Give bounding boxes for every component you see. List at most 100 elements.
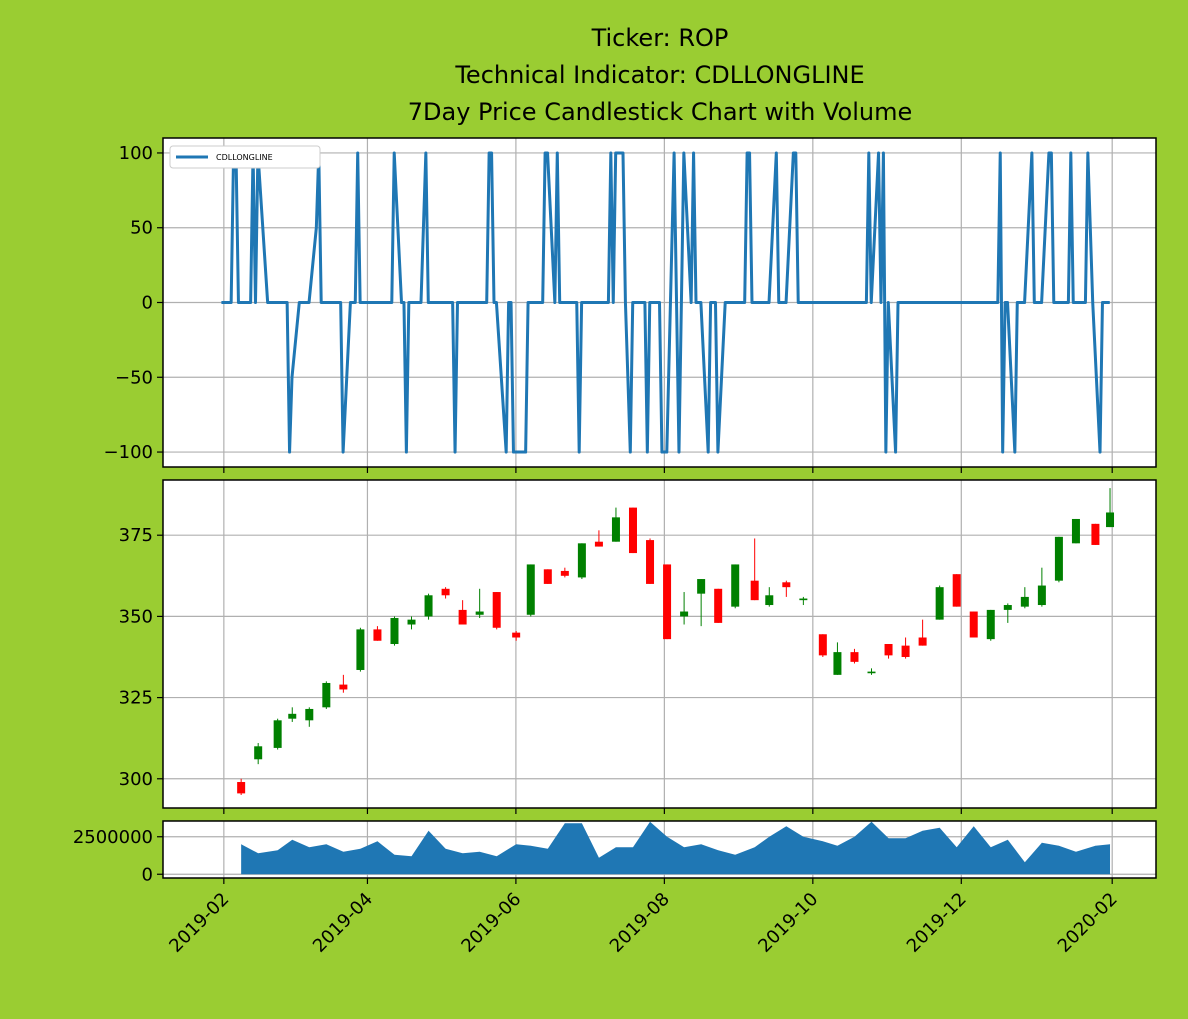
- candle-body: [237, 782, 246, 794]
- price-frame: [162, 479, 1157, 809]
- candle-down: [543, 569, 552, 584]
- candle-down: [560, 567, 569, 578]
- indicator-ytick-label: −100: [104, 442, 153, 463]
- price-plot-area: [163, 480, 1156, 808]
- candle-body: [543, 569, 552, 584]
- candle-up: [833, 642, 842, 675]
- candle-body: [646, 540, 655, 584]
- candle-body: [663, 564, 672, 640]
- candle-up: [305, 707, 314, 727]
- indicator-panel: 100 50 0 −50 −100 CDLLONGLINE: [104, 137, 1157, 473]
- candle-body: [884, 644, 893, 656]
- candle-up: [1020, 587, 1029, 609]
- candle-body: [356, 629, 365, 670]
- candle-body: [475, 611, 484, 615]
- candle-down: [884, 644, 893, 659]
- candle-up: [390, 616, 399, 646]
- candle-body: [322, 682, 331, 708]
- candle-body: [560, 570, 569, 576]
- candle-up: [1003, 603, 1012, 623]
- candle-down: [750, 538, 759, 601]
- candle-up: [322, 681, 331, 709]
- volume-ytick-label: 2500000: [73, 827, 153, 848]
- candle-down: [663, 564, 672, 640]
- candle-body: [1071, 518, 1080, 544]
- candle-up: [1054, 536, 1063, 583]
- candle-body: [1037, 585, 1046, 606]
- indicator-ytick-label: 50: [130, 218, 153, 239]
- candle-down: [818, 634, 827, 657]
- candle-body: [288, 713, 297, 719]
- candle-down: [512, 631, 521, 641]
- candle-up: [935, 585, 944, 620]
- candle-up: [1106, 488, 1115, 528]
- candle-body: [305, 708, 314, 721]
- candle-up: [697, 579, 706, 627]
- candle-up: [1071, 518, 1080, 544]
- candle-body: [952, 574, 961, 607]
- candle-up: [867, 668, 876, 675]
- price-ytick-label: 350: [119, 606, 153, 627]
- candle-body: [867, 671, 876, 674]
- candle-up: [475, 588, 484, 619]
- candle-up: [731, 564, 740, 609]
- candle-down: [646, 538, 655, 584]
- indicator-legend: CDLLONGLINE: [169, 145, 321, 169]
- candle-body: [373, 629, 382, 641]
- candle-down: [952, 574, 961, 607]
- candle-body: [458, 609, 467, 625]
- candle-up: [273, 718, 282, 750]
- candle-body: [441, 588, 450, 596]
- candle-body: [731, 564, 740, 607]
- candle-up: [577, 543, 586, 580]
- candle-body: [697, 579, 706, 594]
- candle-body: [512, 632, 521, 638]
- candle-body: [628, 507, 637, 554]
- chart-title-line-3: 7Day Price Candlestick Chart with Volume: [408, 98, 913, 126]
- candle-up: [356, 627, 365, 672]
- candle-body: [611, 517, 620, 542]
- candle-body: [714, 588, 723, 623]
- candle-down: [782, 580, 791, 597]
- candle-up: [424, 593, 433, 620]
- candle-down: [492, 592, 501, 630]
- candle-body: [969, 611, 978, 638]
- volume-frame: [162, 820, 1157, 879]
- candle-down: [901, 637, 910, 659]
- price-ytick-label: 375: [119, 525, 153, 546]
- candle-body: [818, 634, 827, 656]
- candle-up: [680, 592, 689, 625]
- candle-body: [407, 619, 416, 625]
- candle-down: [1091, 523, 1100, 545]
- candle-body: [765, 595, 774, 606]
- candle-down: [850, 648, 859, 664]
- legend-entry: CDLLONGLINE: [216, 153, 273, 162]
- indicator-frame: [162, 137, 1157, 468]
- candle-body: [1106, 512, 1115, 528]
- candle-body: [1020, 596, 1029, 607]
- candle-down: [594, 530, 603, 547]
- candle-body: [1003, 605, 1012, 610]
- volume-area: [241, 821, 1111, 875]
- price-panel: 300 325 350 375: [119, 479, 1157, 814]
- candle-up: [986, 609, 995, 641]
- price-ytick-label: 300: [119, 769, 153, 790]
- candle-up: [1037, 567, 1046, 607]
- volume-ytick-label: 0: [142, 864, 153, 885]
- candle-up: [765, 587, 774, 607]
- candle-body: [577, 543, 586, 578]
- candle-body: [594, 541, 603, 547]
- chart-title-line-2: Technical Indicator: CDLLONGLINE: [454, 61, 864, 89]
- candle-up: [407, 616, 416, 630]
- volume-panel: 0 2500000: [73, 820, 1157, 885]
- candle-down: [918, 619, 927, 646]
- indicator-ytick-label: −50: [115, 367, 153, 388]
- candle-body: [833, 652, 842, 675]
- candle-body: [935, 587, 944, 620]
- candle-body: [424, 595, 433, 617]
- candle-body: [782, 582, 791, 588]
- indicator-ytick-label: 0: [142, 293, 153, 314]
- indicator-ytick-label: 100: [119, 143, 153, 164]
- candle-body: [1091, 523, 1100, 545]
